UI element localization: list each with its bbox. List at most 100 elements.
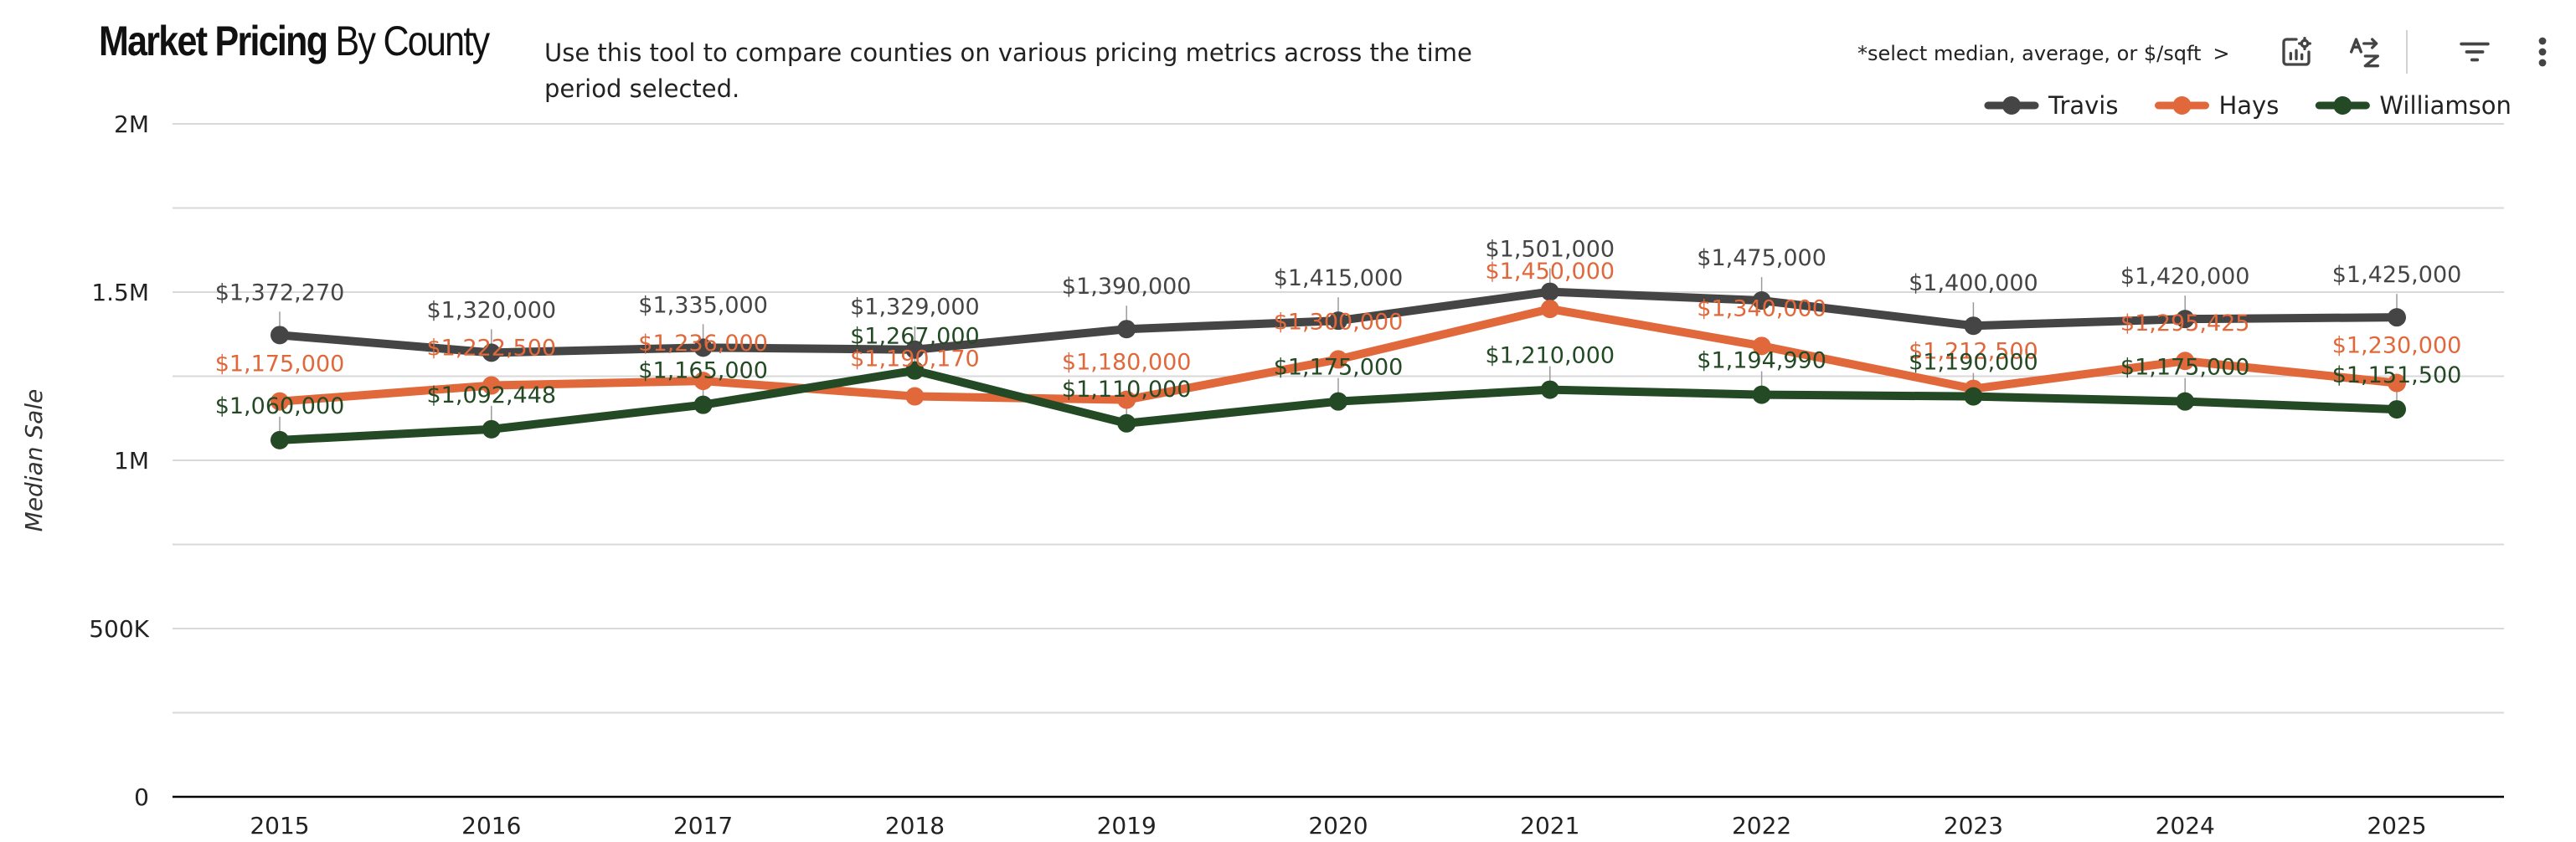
sort-az-icon [2350, 38, 2379, 68]
data-point-travis [1329, 311, 1347, 331]
data-label-hays: $1,175,000 [215, 352, 345, 377]
data-label-hays: $1,222,500 [427, 336, 557, 362]
chart-settings-button[interactable] [2275, 30, 2318, 74]
data-label-williamson: $1,175,000 [1274, 355, 1404, 381]
data-label-travis: $1,420,000 [2120, 264, 2250, 290]
metric-hint: *select median, average, or $/sqft > [1857, 42, 2230, 65]
data-label-williamson: $1,210,000 [1486, 343, 1615, 369]
x-tick-label: 2019 [1097, 812, 1157, 839]
hint-text: *select median, average, or $/sqft [1857, 42, 2202, 65]
data-point-williamson [482, 419, 501, 439]
x-tick-label: 2016 [461, 812, 521, 839]
data-label-travis: $1,501,000 [1486, 237, 1615, 263]
data-label-hays: $1,230,000 [2332, 333, 2462, 359]
data-point-williamson [1752, 385, 1771, 404]
more-vert-icon [2538, 37, 2547, 67]
data-point-travis [1117, 320, 1136, 339]
data-label-travis: $1,425,000 [2332, 262, 2462, 288]
page-title: Market Pricing By County [99, 17, 490, 65]
y-tick-label: 500K [89, 615, 149, 643]
data-point-travis [905, 340, 925, 359]
data-point-hays [2388, 373, 2406, 393]
data-label-travis: $1,329,000 [850, 295, 980, 321]
data-label-hays: $1,212,500 [1909, 339, 2038, 365]
data-point-hays [482, 376, 501, 395]
data-label-williamson: $1,190,000 [1909, 350, 2038, 376]
data-label-travis: $1,415,000 [1274, 265, 1404, 291]
data-point-williamson [905, 361, 925, 380]
x-tick-label: 2017 [673, 812, 733, 839]
data-point-hays [1117, 390, 1136, 409]
data-point-hays [905, 387, 925, 406]
x-tick-label: 2024 [2156, 812, 2215, 839]
data-point-hays [693, 372, 713, 391]
data-label-hays: $1,236,000 [638, 331, 768, 357]
x-tick-label: 2015 [250, 812, 309, 839]
data-point-williamson [270, 430, 289, 449]
data-label-travis: $1,390,000 [1062, 274, 1192, 300]
data-point-travis [1540, 282, 1559, 301]
legend-label-travis: Travis [2048, 91, 2118, 120]
data-label-hays: $1,295,425 [2120, 311, 2250, 336]
data-label-hays: $1,300,000 [1274, 309, 1404, 335]
data-point-travis [1964, 316, 1983, 336]
data-label-williamson: $1,175,000 [2120, 355, 2250, 381]
x-tick-label: 2021 [1520, 812, 1579, 839]
data-point-williamson [693, 395, 713, 414]
legend-label-hays: Hays [2218, 91, 2279, 120]
data-label-williamson: $1,267,000 [850, 324, 980, 350]
data-label-travis: $1,475,000 [1697, 245, 1826, 271]
y-axis-title: Median Sale [20, 389, 48, 532]
more-button[interactable] [2526, 30, 2559, 74]
data-label-williamson: $1,194,990 [1697, 348, 1826, 374]
data-point-hays [1752, 336, 1771, 356]
data-point-travis [482, 343, 501, 362]
filter-button[interactable] [2452, 30, 2497, 74]
data-point-travis [1752, 291, 1771, 311]
data-point-williamson [1540, 380, 1559, 399]
data-label-travis: $1,400,000 [1909, 270, 2038, 296]
data-point-hays [270, 392, 289, 411]
x-tick-label: 2020 [1308, 812, 1368, 839]
data-label-hays: $1,180,000 [1062, 350, 1192, 376]
data-label-travis: $1,335,000 [638, 292, 768, 318]
data-label-williamson: $1,165,000 [638, 358, 768, 384]
y-tick-label: 0 [134, 783, 149, 811]
data-point-williamson [1329, 392, 1347, 411]
data-label-hays: $1,450,000 [1486, 259, 1615, 285]
chart-settings-icon [2282, 37, 2311, 66]
hint-arrow: > [2213, 42, 2230, 65]
data-label-travis: $1,320,000 [427, 297, 557, 323]
data-label-travis: $1,372,270 [215, 280, 345, 305]
data-point-williamson [1117, 413, 1136, 433]
data-point-hays [1329, 350, 1347, 369]
data-point-travis [270, 326, 289, 345]
data-point-hays [1540, 300, 1559, 319]
legend-marker-travis [2002, 96, 2021, 115]
description: Use this tool to compare counties on var… [544, 39, 1472, 103]
x-tick-label: 2022 [1732, 812, 1791, 839]
data-point-travis [2388, 308, 2406, 327]
filter-icon [2460, 42, 2490, 62]
y-tick-label: 1M [114, 447, 149, 475]
title-rest: By County [335, 18, 490, 64]
y-tick-label: 2M [114, 110, 149, 138]
data-label-hays: $1,190,170 [850, 347, 980, 372]
data-point-williamson [1964, 387, 1983, 406]
toolbar-divider [2406, 30, 2408, 74]
title-bold: Market Pricing [99, 18, 328, 64]
data-label-williamson: $1,151,500 [2332, 362, 2462, 388]
sort-button[interactable] [2345, 30, 2388, 74]
data-label-hays: $1,340,000 [1697, 295, 1826, 321]
data-point-hays [2176, 352, 2195, 371]
x-tick-label: 2023 [1944, 812, 2003, 839]
y-tick-label: 1.5M [91, 279, 149, 306]
data-label-williamson: $1,110,000 [1062, 377, 1192, 403]
legend-label-williamson: Williamson [2379, 91, 2512, 120]
data-point-travis [693, 338, 713, 357]
x-tick-label: 2018 [885, 812, 945, 839]
legend-marker-hays [2172, 96, 2192, 115]
x-tick-label: 2025 [2367, 812, 2426, 839]
data-point-travis [2176, 310, 2195, 329]
